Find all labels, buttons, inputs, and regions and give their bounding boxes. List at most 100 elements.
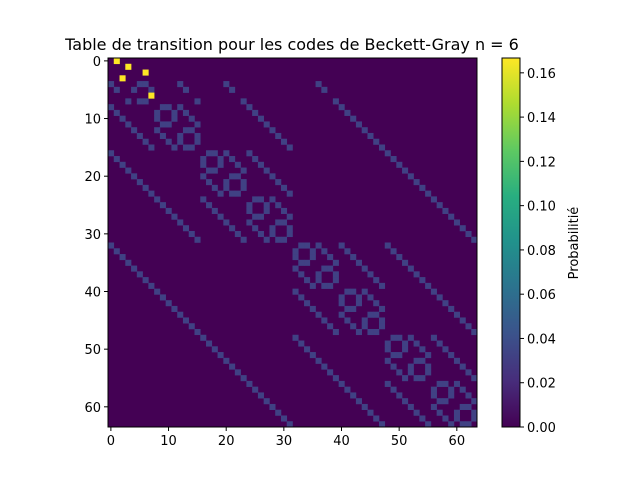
heatmap-cell	[142, 184, 149, 191]
heatmap-cell	[436, 340, 443, 347]
heatmap-cell	[373, 300, 380, 307]
heatmap-cell	[378, 323, 386, 330]
heatmap-cell	[165, 207, 172, 214]
heatmap-cell	[234, 190, 241, 197]
heatmap-cell	[125, 63, 132, 70]
heatmap-cell	[384, 346, 391, 353]
heatmap-cell	[402, 259, 409, 266]
heatmap-cell	[159, 202, 166, 209]
heatmap-cell	[413, 375, 420, 382]
heatmap-cell	[188, 127, 195, 134]
heatmap-cell	[367, 311, 374, 318]
heatmap-cell	[378, 305, 386, 312]
heatmap-cell	[211, 167, 218, 174]
heatmap-cell	[206, 150, 213, 157]
heatmap-cell	[113, 156, 120, 163]
y-tick-label: 60	[84, 401, 101, 416]
heatmap-cell	[275, 219, 282, 226]
heatmap-cell	[113, 248, 120, 255]
heatmap-cell	[211, 150, 218, 157]
heatmap-cell	[367, 328, 374, 336]
heatmap-cell	[188, 323, 195, 330]
heatmap-cell	[269, 127, 276, 134]
heatmap-cell	[355, 328, 362, 336]
heatmap-cell	[252, 213, 259, 220]
heatmap-cell	[263, 207, 270, 214]
heatmap-cell	[234, 173, 241, 180]
heatmap-cell	[350, 323, 357, 330]
heatmap-cell	[252, 156, 259, 163]
heatmap-cell	[471, 236, 478, 243]
heatmap-cell	[338, 294, 345, 301]
heatmap-cell	[298, 271, 305, 278]
heatmap-cell	[304, 259, 311, 266]
heatmap-cell	[200, 156, 207, 163]
heatmap-cell	[442, 398, 449, 405]
heatmap-cell	[136, 98, 143, 105]
heatmap-cell	[131, 86, 138, 93]
heatmap-cell	[459, 386, 466, 393]
heatmap-cell	[257, 196, 264, 203]
heatmap-cell	[419, 277, 426, 284]
heatmap-cell	[384, 150, 391, 157]
heatmap-cell	[148, 144, 155, 151]
heatmap-cell	[165, 300, 172, 307]
heatmap-cell	[177, 104, 184, 111]
heatmap-cell	[159, 294, 166, 301]
heatmap-cell	[396, 254, 403, 261]
heatmap-cell	[211, 346, 218, 353]
heatmap-cell	[355, 300, 362, 307]
heatmap-cell	[367, 409, 374, 416]
heatmap-cell	[154, 115, 161, 122]
heatmap-cell	[286, 421, 293, 428]
heatmap-cell	[436, 380, 443, 387]
heatmap-cell	[280, 184, 288, 191]
heatmap-cell	[211, 184, 218, 191]
heatmap-cell	[459, 363, 466, 370]
y-tick-label: 40	[84, 286, 101, 301]
heatmap-cell	[402, 340, 409, 347]
heatmap-cell	[159, 104, 166, 111]
colorbar-frame	[501, 57, 521, 428]
heatmap-cell	[280, 138, 288, 145]
heatmap-cell	[378, 421, 386, 428]
heatmap-cell	[367, 271, 374, 278]
heatmap-cell	[419, 184, 426, 191]
heatmap-cell	[177, 81, 184, 88]
heatmap-cell	[361, 265, 368, 272]
heatmap-cell	[338, 242, 345, 249]
heatmap-cell	[448, 392, 455, 399]
x-tick-label: 20	[218, 434, 235, 449]
heatmap-cell	[471, 375, 478, 382]
colorbar	[502, 58, 520, 427]
heatmap-cell	[142, 277, 149, 284]
heatmap-cell	[332, 259, 339, 266]
plot-frame	[107, 57, 478, 428]
heatmap-cell	[263, 167, 270, 174]
heatmap-cell	[390, 386, 397, 393]
heatmap-cell	[407, 173, 414, 180]
heatmap-cell	[355, 259, 362, 266]
heatmap-cell	[442, 415, 449, 422]
heatmap-cell	[453, 357, 461, 364]
heatmap-cell	[465, 392, 472, 399]
heatmap-cell	[413, 179, 420, 186]
heatmap-cell	[465, 403, 472, 411]
x-tick-label: 30	[276, 434, 293, 449]
heatmap-cell	[338, 311, 345, 318]
heatmap-cell	[332, 328, 339, 336]
heatmap-cell	[229, 86, 236, 93]
y-tick-label: 10	[84, 113, 101, 128]
heatmap-cell	[182, 127, 190, 134]
heatmap-cell	[355, 294, 362, 301]
heatmap-cell	[217, 156, 224, 163]
x-tick-label: 10	[160, 434, 177, 449]
heatmap-cell	[206, 167, 213, 174]
heatmap-cell	[396, 334, 403, 341]
heatmap-cell	[350, 288, 357, 295]
heatmap-cell	[344, 317, 351, 324]
heatmap-cell	[275, 179, 282, 186]
heatmap-cell	[246, 219, 253, 226]
heatmap-cell	[275, 132, 282, 140]
colorbar-tick-label: 0.06	[527, 288, 556, 303]
